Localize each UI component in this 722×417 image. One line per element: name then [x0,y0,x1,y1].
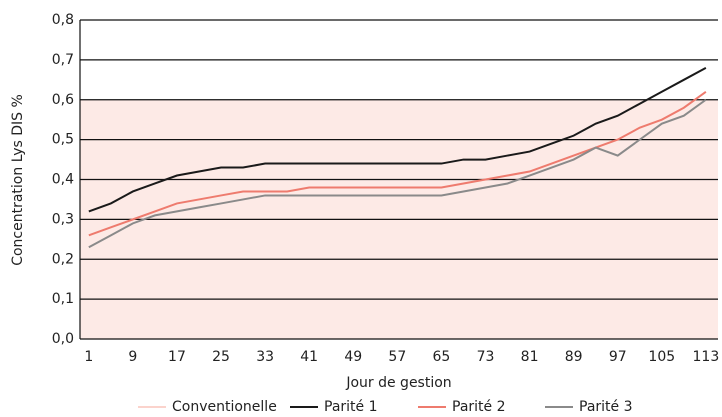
y-tick-label: 0,8 [52,12,74,28]
x-axis-title: Jour de gestion [345,375,451,391]
x-tick-label: 1 [84,349,93,365]
x-tick-label: 49 [344,349,362,365]
legend-label: Parité 3 [579,399,633,415]
y-tick-label: 0,3 [52,211,74,227]
line [88,90,707,237]
x-tick-label: 113 [693,349,720,365]
x-tick-label: 41 [300,349,318,365]
line [88,66,707,213]
y-tick-label: 0,1 [52,291,74,307]
x-tick-label: 73 [477,349,495,365]
x-tick-label: 81 [521,349,539,365]
legend-label: Parité 1 [324,399,378,415]
x-tick-label: 25 [212,349,230,365]
line [88,98,707,249]
x-tick-label: 65 [433,349,451,365]
y-axis-title: Concentration Lys DIS % [10,94,26,266]
y-tick-label: 0,2 [52,251,74,267]
x-tick-label: 89 [565,349,583,365]
y-tick-label: 0,6 [52,92,74,108]
y-tick-label: 0,5 [52,132,74,148]
x-tick-label: 17 [168,349,186,365]
y-tick-label: 0,7 [52,52,74,68]
x-tick-label: 33 [256,349,274,365]
x-tick-label: 57 [388,349,406,365]
x-tick-label: 9 [128,349,137,365]
x-tick-label: 97 [609,349,627,365]
legend-label: Conventionelle [172,399,277,415]
x-tick-label: 105 [648,349,675,365]
y-tick-label: 0,4 [52,172,74,188]
y-tick-label: 0,0 [52,331,74,347]
legend-label: Parité 2 [452,399,506,415]
